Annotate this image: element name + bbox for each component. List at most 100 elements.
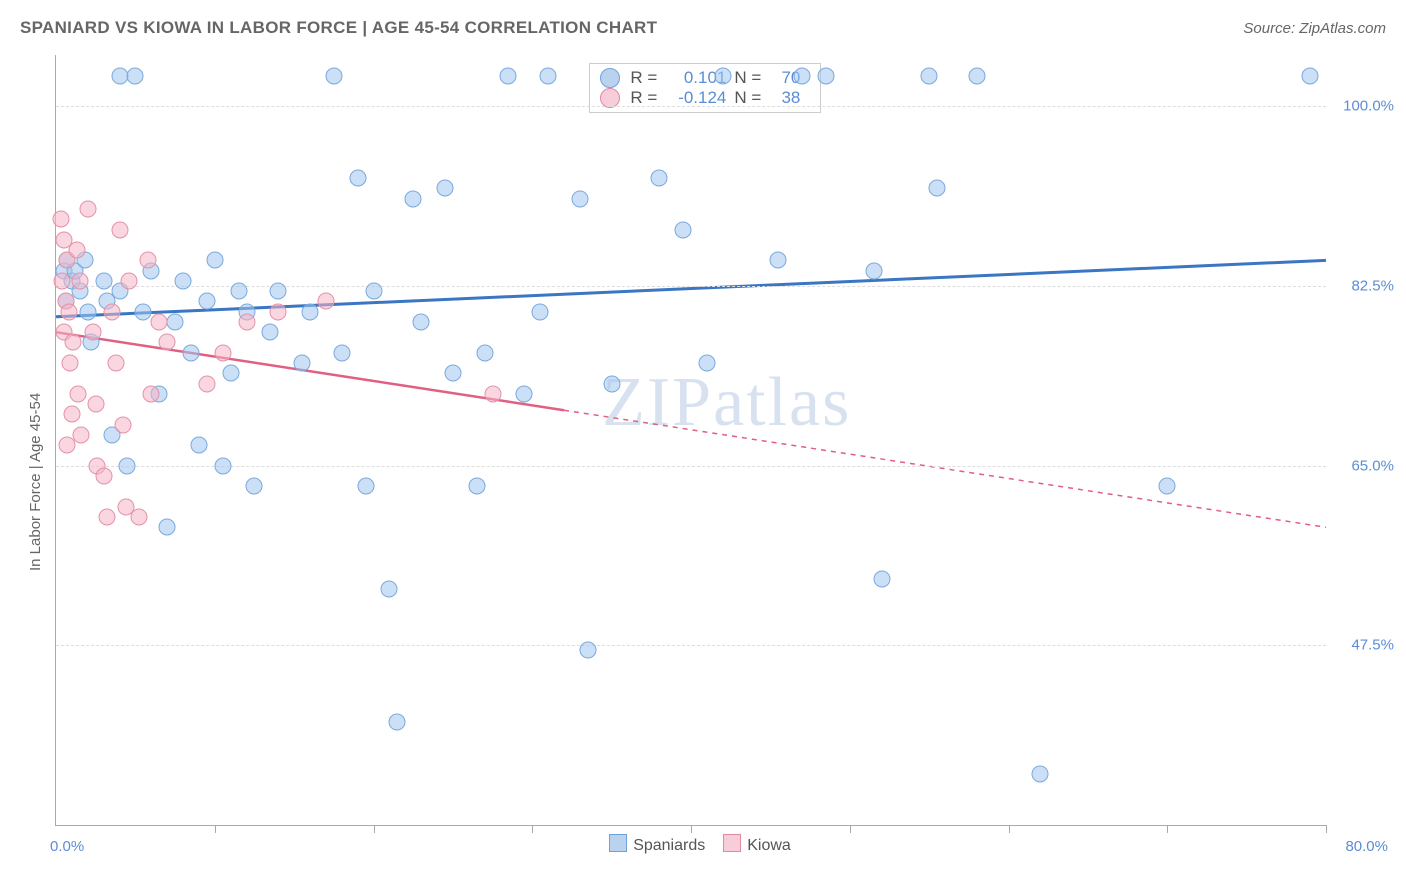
source-name: ZipAtlas.com: [1299, 20, 1386, 37]
data-point: [59, 437, 76, 454]
data-point: [1159, 478, 1176, 495]
watermark: ZIPatlas: [602, 363, 851, 443]
data-point: [381, 580, 398, 597]
data-point: [159, 519, 176, 536]
data-point: [60, 303, 77, 320]
stat-legend-row: R =-0.124N =38: [600, 88, 806, 108]
data-point: [1032, 765, 1049, 782]
data-point: [198, 375, 215, 392]
data-point: [579, 642, 596, 659]
data-point: [214, 457, 231, 474]
trend-line-dashed: [564, 410, 1326, 527]
legend-swatch-icon: [600, 68, 620, 88]
data-point: [230, 283, 247, 300]
plot-area: ZIPatlas R =0.101N =70R =-0.124N =38 Spa…: [55, 55, 1326, 826]
data-point: [405, 190, 422, 207]
data-point: [968, 67, 985, 84]
data-point: [111, 221, 128, 238]
data-point: [114, 416, 131, 433]
x-tick: [1326, 825, 1327, 833]
r-label: R =: [630, 88, 670, 108]
data-point: [111, 67, 128, 84]
data-point: [84, 324, 101, 341]
data-point: [222, 365, 239, 382]
data-point: [714, 67, 731, 84]
legend-swatch-icon: [609, 834, 627, 852]
data-point: [140, 252, 157, 269]
data-point: [675, 221, 692, 238]
data-point: [698, 355, 715, 372]
data-point: [68, 242, 85, 259]
stat-legend-row: R =0.101N =70: [600, 68, 806, 88]
data-point: [95, 272, 112, 289]
x-tick: [532, 825, 533, 833]
data-point: [167, 313, 184, 330]
gridline: [56, 645, 1326, 646]
data-point: [73, 426, 90, 443]
data-point: [540, 67, 557, 84]
data-point: [270, 303, 287, 320]
data-point: [159, 334, 176, 351]
data-point: [357, 478, 374, 495]
data-point: [865, 262, 882, 279]
data-point: [79, 303, 96, 320]
data-point: [182, 344, 199, 361]
data-point: [238, 313, 255, 330]
data-point: [389, 714, 406, 731]
data-point: [71, 272, 88, 289]
data-point: [198, 293, 215, 310]
y-tick-label: 65.0%: [1332, 457, 1394, 474]
n-label: N =: [734, 68, 774, 88]
data-point: [95, 467, 112, 484]
source-prefix: Source:: [1243, 20, 1299, 37]
data-point: [770, 252, 787, 269]
data-point: [63, 406, 80, 423]
data-point: [532, 303, 549, 320]
r-label: R =: [630, 68, 670, 88]
data-point: [476, 344, 493, 361]
data-point: [103, 303, 120, 320]
data-point: [62, 355, 79, 372]
data-point: [262, 324, 279, 341]
data-point: [52, 211, 69, 228]
data-point: [175, 272, 192, 289]
data-point: [413, 313, 430, 330]
source: Source: ZipAtlas.com: [1243, 20, 1386, 38]
gridline: [56, 286, 1326, 287]
x-tick: [691, 825, 692, 833]
data-point: [365, 283, 382, 300]
data-point: [121, 272, 138, 289]
data-point: [468, 478, 485, 495]
data-point: [270, 283, 287, 300]
data-point: [135, 303, 152, 320]
r-value: -0.124: [672, 88, 732, 108]
data-point: [333, 344, 350, 361]
data-point: [500, 67, 517, 84]
y-tick-label: 100.0%: [1332, 98, 1394, 115]
data-point: [444, 365, 461, 382]
data-point: [130, 509, 147, 526]
x-max-label: 80.0%: [1345, 838, 1388, 855]
data-point: [190, 437, 207, 454]
data-point: [873, 570, 890, 587]
data-point: [484, 385, 501, 402]
n-value: 38: [776, 88, 806, 108]
data-point: [651, 170, 668, 187]
chart-container: ZIPatlas R =0.101N =70R =-0.124N =38 Spa…: [0, 45, 1406, 855]
data-point: [516, 385, 533, 402]
data-point: [206, 252, 223, 269]
data-point: [302, 303, 319, 320]
data-point: [317, 293, 334, 310]
data-point: [70, 385, 87, 402]
data-point: [246, 478, 263, 495]
trend-lines: [56, 55, 1326, 825]
legend-label: Spaniards: [633, 837, 705, 854]
data-point: [54, 272, 71, 289]
data-point: [817, 67, 834, 84]
data-point: [65, 334, 82, 351]
data-point: [1302, 67, 1319, 84]
x-tick: [374, 825, 375, 833]
data-point: [603, 375, 620, 392]
data-point: [349, 170, 366, 187]
data-point: [436, 180, 453, 197]
